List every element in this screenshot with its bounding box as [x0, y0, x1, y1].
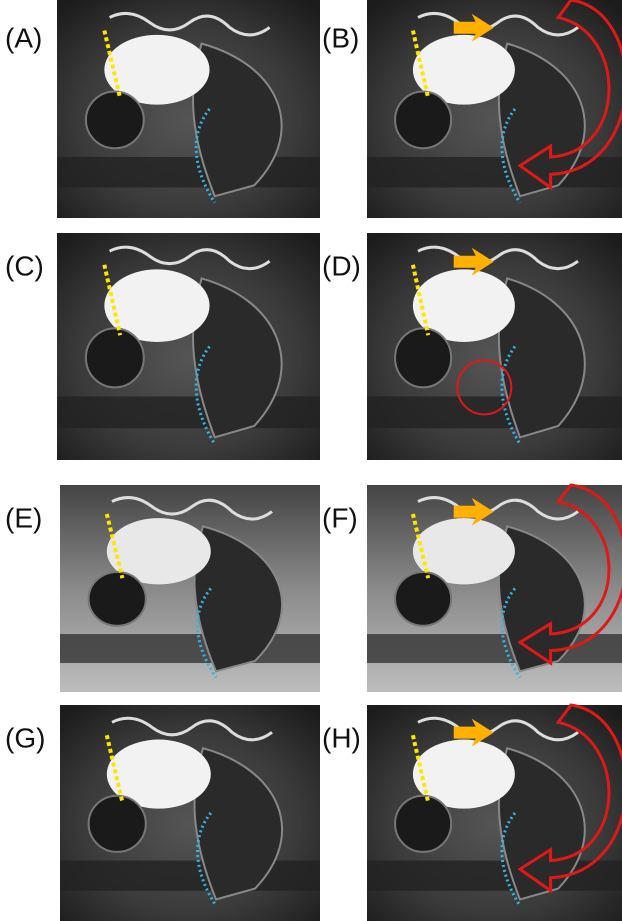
thigh-shadow [367, 157, 622, 188]
panel-label: (A) [5, 22, 42, 53]
panel-label: (C) [5, 250, 44, 281]
panel-label: (F) [322, 502, 358, 533]
panel-label: (G) [5, 722, 45, 753]
panel-label: (H) [322, 722, 361, 753]
thigh-shadow [367, 861, 622, 891]
thigh-shadow [60, 861, 320, 891]
bone [89, 796, 146, 852]
mri-image [60, 485, 320, 692]
bone [86, 328, 144, 387]
bone [395, 328, 451, 387]
bone [395, 796, 451, 852]
thigh-shadow [367, 634, 622, 663]
panel-label: (D) [322, 250, 361, 281]
thigh-shadow [57, 157, 320, 188]
figure: (A) (B) (C) (D) (E) (F) (G) (H) [0, 0, 622, 921]
panel-label: (B) [322, 22, 359, 53]
mri-image [367, 0, 622, 218]
mri-image [367, 705, 622, 921]
panel-label: (E) [5, 502, 42, 533]
mri-image [367, 485, 622, 692]
bone [395, 572, 451, 626]
mri-image [367, 233, 622, 460]
thigh-shadow [57, 396, 320, 428]
bone [86, 92, 144, 149]
mri-image [60, 705, 320, 921]
bone [395, 92, 451, 149]
thigh-shadow [60, 634, 320, 663]
page: (A) (B) (C) (D) (E) (F) (G) (H) (() => {… [0, 0, 622, 921]
mri-image [57, 233, 320, 460]
bone [89, 572, 146, 626]
mri-image [57, 0, 320, 218]
